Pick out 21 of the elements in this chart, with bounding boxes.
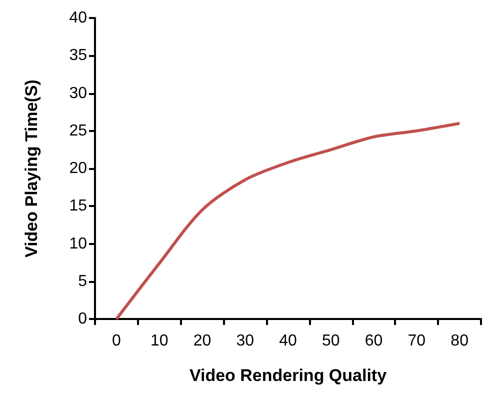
line-series — [114, 122, 462, 320]
y-tick-label: 40 — [69, 10, 88, 26]
x-tick-label: 10 — [150, 332, 168, 350]
x-tick-label: 50 — [322, 332, 340, 350]
x-tick-label: 70 — [408, 332, 426, 350]
x-tick-label: 60 — [364, 332, 383, 350]
y-tick-label: 10 — [69, 235, 88, 252]
y-tick-label: 20 — [69, 160, 88, 177]
y-tick-label: 25 — [69, 122, 88, 140]
y-tick-label: 0 — [78, 310, 88, 328]
x-tick-label: 0 — [112, 332, 121, 350]
y-axis-title: Video Playing Time(S) — [22, 80, 41, 258]
x-tick-label: 40 — [279, 332, 297, 350]
y-tick-label: 30 — [69, 84, 88, 102]
x-tick-label: 20 — [193, 332, 212, 350]
y-tick-label: 15 — [69, 198, 88, 215]
y-tick-label: 35 — [69, 47, 88, 64]
x-tick-label: 80 — [450, 332, 469, 350]
x-tick-label: 30 — [236, 332, 254, 350]
x-axis-title: Video Rendering Quality — [189, 366, 388, 385]
y-tick-label: 5 — [78, 272, 88, 290]
